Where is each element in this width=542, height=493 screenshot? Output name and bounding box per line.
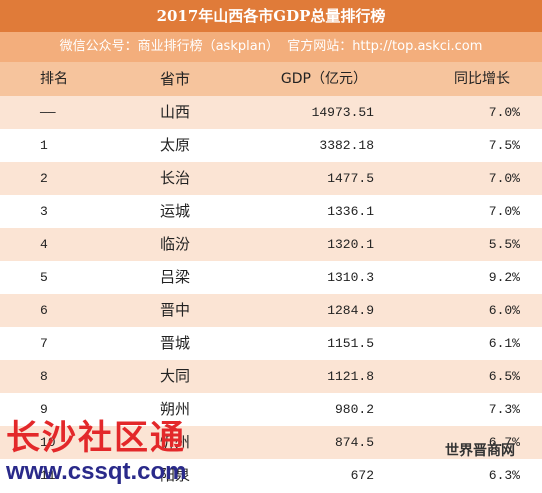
table-cell: 8 — [40, 369, 48, 384]
table-cell: 6.1% — [488, 336, 520, 351]
table-cell: 9 — [40, 402, 48, 417]
table-row: 4 临汾 1320.1 5.5% — [0, 228, 542, 261]
table-cell: 太原 — [160, 136, 191, 154]
table-cell: 6.5% — [488, 369, 520, 384]
table-cell: 大同 — [160, 367, 191, 385]
table-cell: 山西 — [160, 103, 191, 121]
table-cell: 1284.9 — [327, 303, 374, 318]
header-row: 排名 省市 GDP（亿元） 同比增长 — [0, 62, 542, 96]
table-row: 9 朔州 980.2 7.3% — [0, 393, 542, 426]
table-cell: 长治 — [160, 169, 191, 187]
table-cell: 6.0% — [488, 303, 520, 318]
watermark: 世界晋商网 — [445, 443, 515, 459]
table-row: 7 晋城 1151.5 6.1% — [0, 327, 542, 360]
table-row: 6 晋中 1284.9 6.0% — [0, 294, 542, 327]
table-cell: 672 — [350, 468, 374, 483]
table-row: 5 吕梁 1310.3 9.2% — [0, 261, 542, 294]
table-cell: 6.7% — [488, 435, 520, 450]
column-header: GDP（亿元） — [280, 71, 367, 87]
table-cell: 7.0% — [488, 171, 520, 186]
table-cell: 5 — [40, 270, 48, 285]
column-header: 同比增长 — [454, 71, 510, 87]
table-cell: 874.5 — [334, 435, 374, 450]
table-cell: 3 — [40, 204, 48, 219]
table-cell: 朔州 — [160, 400, 191, 418]
table-cell: 5.5% — [488, 237, 520, 252]
subtitle: 微信公众号：商业排行榜（askplan） 官方网站：http://top.ask… — [0, 32, 542, 62]
table-cell: 晋城 — [160, 334, 191, 352]
table-cell: 3382.18 — [319, 138, 374, 153]
table-row: 1 太原 3382.18 7.5% — [0, 129, 542, 162]
table-cell: 6 — [40, 303, 48, 318]
table-cell: 7 — [40, 336, 48, 351]
table-cell: 9.2% — [488, 270, 520, 285]
table-cell: 1336.1 — [327, 204, 374, 219]
title: 2017年山西各市GDP总量排行榜 — [0, 0, 542, 32]
table-cell: —— — [40, 105, 56, 120]
watermark: www.cssqt.com — [6, 458, 187, 485]
table-cell: 1310.3 — [327, 270, 374, 285]
table-cell: 2 — [40, 171, 48, 186]
table-cell: 1320.1 — [327, 237, 374, 252]
column-header: 省市 — [160, 70, 191, 88]
table-row: 3 运城 1336.1 7.0% — [0, 195, 542, 228]
table-cell: 7.0% — [488, 204, 520, 219]
table-row: 11 阳泉 672 6.3% — [0, 459, 542, 492]
table-cell: 7.5% — [488, 138, 520, 153]
table-cell: 临汾 — [160, 235, 191, 253]
column-header: 排名 — [40, 71, 68, 87]
table-cell: 吕梁 — [160, 268, 191, 286]
watermark: 长沙社区通 — [6, 418, 186, 458]
table-cell: 10 — [40, 435, 56, 450]
table-cell: 1121.8 — [327, 369, 374, 384]
table-row: —— 山西 14973.51 7.0% — [0, 96, 542, 129]
table-cell: 晋中 — [160, 301, 191, 319]
table-cell: 4 — [40, 237, 48, 252]
table-cell: 1 — [40, 138, 48, 153]
table-cell: 1151.5 — [327, 336, 374, 351]
table-cell: 7.3% — [488, 402, 520, 417]
table-row: 10 忻州 874.5 6.7% — [0, 426, 542, 459]
table-cell: 1477.5 — [327, 171, 374, 186]
table-row: 8 大同 1121.8 6.5% — [0, 360, 542, 393]
table-cell: 7.0% — [488, 105, 520, 120]
table-cell: 忻州 — [160, 433, 191, 451]
table-cell: 运城 — [160, 202, 191, 220]
table-cell: 6.3% — [488, 468, 520, 483]
table-cell: 980.2 — [334, 402, 374, 417]
table-row: 2 长治 1477.5 7.0% — [0, 162, 542, 195]
table-cell: 阳泉 — [160, 466, 191, 484]
table-cell: 14973.51 — [311, 105, 374, 120]
table-cell: 11 — [40, 468, 56, 483]
